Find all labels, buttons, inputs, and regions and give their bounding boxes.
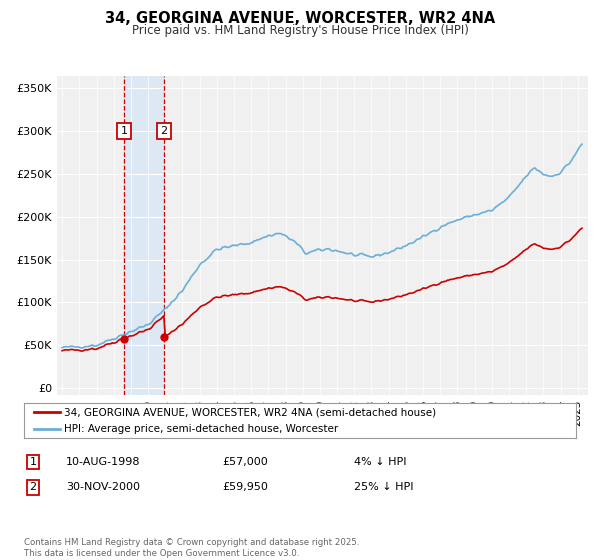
Text: 2: 2 <box>160 126 167 136</box>
Text: £59,950: £59,950 <box>222 482 268 492</box>
Text: £57,000: £57,000 <box>222 457 268 467</box>
Bar <box>124 76 164 395</box>
Text: HPI: Average price, semi-detached house, Worcester: HPI: Average price, semi-detached house,… <box>64 424 338 434</box>
Text: 2: 2 <box>29 482 37 492</box>
Text: 30-NOV-2000: 30-NOV-2000 <box>66 482 140 492</box>
Text: 25% ↓ HPI: 25% ↓ HPI <box>354 482 413 492</box>
Text: 1: 1 <box>29 457 37 467</box>
Text: 1: 1 <box>121 126 128 136</box>
Text: 4% ↓ HPI: 4% ↓ HPI <box>354 457 407 467</box>
Text: 34, GEORGINA AVENUE, WORCESTER, WR2 4NA: 34, GEORGINA AVENUE, WORCESTER, WR2 4NA <box>105 11 495 26</box>
Text: 10-AUG-1998: 10-AUG-1998 <box>66 457 140 467</box>
Text: 34, GEORGINA AVENUE, WORCESTER, WR2 4NA (semi-detached house): 34, GEORGINA AVENUE, WORCESTER, WR2 4NA … <box>64 407 436 417</box>
Text: Contains HM Land Registry data © Crown copyright and database right 2025.
This d: Contains HM Land Registry data © Crown c… <box>24 538 359 558</box>
Text: Price paid vs. HM Land Registry's House Price Index (HPI): Price paid vs. HM Land Registry's House … <box>131 24 469 36</box>
